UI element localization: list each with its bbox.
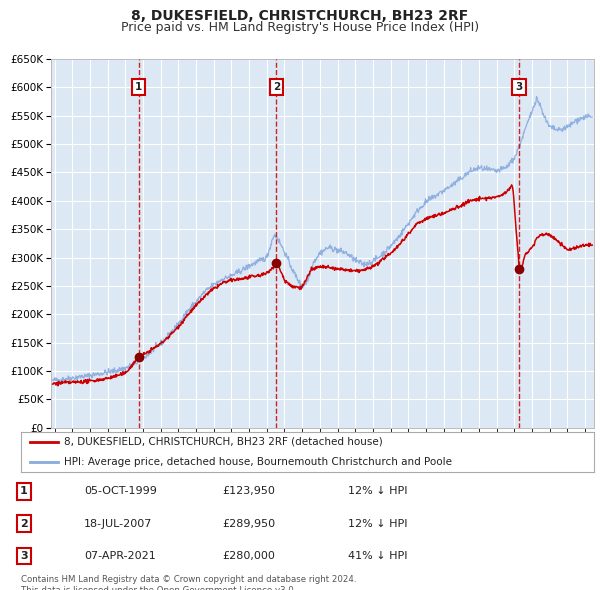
Text: 12% ↓ HPI: 12% ↓ HPI [348, 519, 407, 529]
Text: 2: 2 [20, 519, 28, 529]
Text: 07-APR-2021: 07-APR-2021 [84, 551, 156, 561]
Text: HPI: Average price, detached house, Bournemouth Christchurch and Poole: HPI: Average price, detached house, Bour… [64, 457, 452, 467]
Text: £289,950: £289,950 [222, 519, 275, 529]
Text: 1: 1 [20, 486, 28, 496]
Text: 8, DUKESFIELD, CHRISTCHURCH, BH23 2RF (detached house): 8, DUKESFIELD, CHRISTCHURCH, BH23 2RF (d… [64, 437, 383, 447]
Text: 18-JUL-2007: 18-JUL-2007 [84, 519, 152, 529]
Text: 12% ↓ HPI: 12% ↓ HPI [348, 486, 407, 496]
Text: Contains HM Land Registry data © Crown copyright and database right 2024.
This d: Contains HM Land Registry data © Crown c… [21, 575, 356, 590]
Text: 3: 3 [515, 83, 523, 93]
Text: £123,950: £123,950 [222, 486, 275, 496]
Text: 3: 3 [20, 551, 28, 561]
Text: 2: 2 [273, 83, 280, 93]
Text: 8, DUKESFIELD, CHRISTCHURCH, BH23 2RF: 8, DUKESFIELD, CHRISTCHURCH, BH23 2RF [131, 9, 469, 23]
Text: Price paid vs. HM Land Registry's House Price Index (HPI): Price paid vs. HM Land Registry's House … [121, 21, 479, 34]
Text: 41% ↓ HPI: 41% ↓ HPI [348, 551, 407, 561]
Text: 1: 1 [135, 83, 142, 93]
Text: 05-OCT-1999: 05-OCT-1999 [84, 486, 157, 496]
Text: £280,000: £280,000 [222, 551, 275, 561]
